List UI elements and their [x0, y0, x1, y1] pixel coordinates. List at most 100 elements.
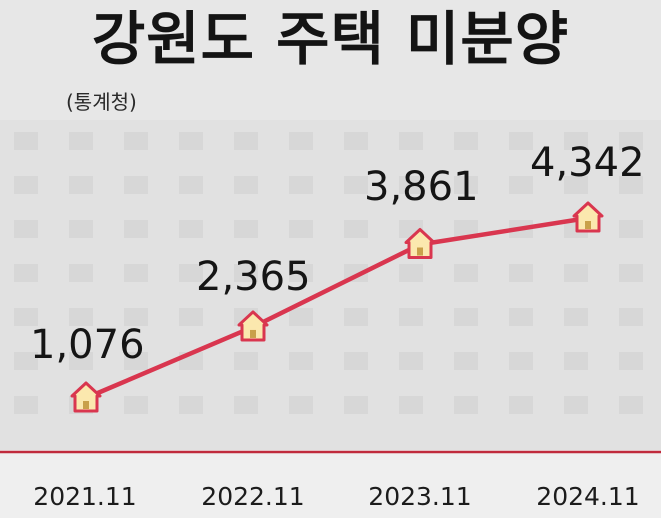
- background-window: [179, 264, 203, 282]
- series-line: [85, 215, 589, 401]
- background-window: [124, 176, 148, 194]
- background-window: [179, 176, 203, 194]
- background-window: [234, 176, 258, 194]
- background-window: [124, 396, 148, 414]
- background-window: [14, 264, 38, 282]
- background-window: [14, 352, 38, 370]
- x-tick-label: 2024.11: [536, 482, 639, 511]
- background-window: [289, 264, 313, 282]
- background-window: [344, 132, 368, 150]
- background-window: [509, 352, 533, 370]
- x-tick-label: 2021.11: [33, 482, 136, 511]
- background-window: [179, 220, 203, 238]
- background-window: [69, 352, 93, 370]
- data-point-marker: [572, 201, 604, 233]
- background-window: [564, 132, 588, 150]
- background-window: [234, 132, 258, 150]
- background-window: [344, 220, 368, 238]
- data-point-marker: [404, 228, 436, 260]
- house-door: [585, 221, 591, 229]
- marker-layer: [70, 201, 604, 413]
- background-window: [509, 308, 533, 326]
- house-door: [250, 329, 256, 338]
- background-window: [289, 220, 313, 238]
- house-door: [83, 401, 89, 409]
- house-icon: [237, 310, 269, 342]
- background-window: [344, 396, 368, 414]
- background-window: [399, 176, 423, 194]
- background-window: [619, 176, 643, 194]
- background-window: [69, 132, 93, 150]
- house-icon: [70, 381, 102, 413]
- background-window: [344, 176, 368, 194]
- background-window: [454, 264, 478, 282]
- background-window: [454, 220, 478, 238]
- background-window: [619, 396, 643, 414]
- background-window: [289, 396, 313, 414]
- background-window: [564, 176, 588, 194]
- background-window: [289, 352, 313, 370]
- background-window: [619, 352, 643, 370]
- background-window: [619, 264, 643, 282]
- background-window: [69, 176, 93, 194]
- background-window: [564, 352, 588, 370]
- house-door: [417, 247, 423, 256]
- background-window: [454, 396, 478, 414]
- background-window: [124, 308, 148, 326]
- background-window: [289, 176, 313, 194]
- background-window: [399, 308, 423, 326]
- background-window: [14, 220, 38, 238]
- background-window: [509, 264, 533, 282]
- background-window: [234, 264, 258, 282]
- data-label: 1,076: [30, 322, 145, 368]
- x-tick-label: 2023.11: [368, 482, 471, 511]
- background-window: [14, 396, 38, 414]
- background-window: [454, 132, 478, 150]
- background-window: [179, 308, 203, 326]
- background-window: [69, 220, 93, 238]
- background-window: [564, 264, 588, 282]
- background-window: [14, 176, 38, 194]
- background-window: [289, 132, 313, 150]
- data-point-marker: [237, 310, 269, 342]
- background-window: [509, 396, 533, 414]
- chart-title: 강원도 주택 미분양: [91, 5, 570, 73]
- data-point-marker: [70, 381, 102, 413]
- background-window: [564, 396, 588, 414]
- background-window: [454, 352, 478, 370]
- background-window: [399, 132, 423, 150]
- background-window: [399, 264, 423, 282]
- data-label: 4,342: [530, 140, 645, 186]
- background-window: [234, 352, 258, 370]
- background-window: [69, 264, 93, 282]
- background-window: [399, 396, 423, 414]
- background-window: [179, 132, 203, 150]
- background-window: [344, 352, 368, 370]
- background-window: [14, 132, 38, 150]
- house-icon: [404, 228, 436, 260]
- background-window: [179, 396, 203, 414]
- data-label: 2,365: [196, 254, 311, 300]
- background-window: [234, 220, 258, 238]
- value-label-layer: 1,076 2,365 3,861 4,342: [30, 140, 645, 368]
- background-window: [509, 132, 533, 150]
- background-window: [124, 352, 148, 370]
- series-layer: [85, 215, 589, 401]
- x-tick-label: 2022.11: [201, 482, 304, 511]
- background-window: [234, 396, 258, 414]
- background-window: [509, 176, 533, 194]
- background-window: [344, 308, 368, 326]
- background-window: [124, 264, 148, 282]
- background-window: [289, 308, 313, 326]
- background-window: [619, 132, 643, 150]
- background-window: [454, 176, 478, 194]
- house-icon: [572, 201, 604, 233]
- background-window: [619, 308, 643, 326]
- chart-source: (통계청): [66, 90, 137, 114]
- background-window: [454, 308, 478, 326]
- background-window: [564, 308, 588, 326]
- background-window: [399, 352, 423, 370]
- data-label: 3,861: [364, 164, 479, 210]
